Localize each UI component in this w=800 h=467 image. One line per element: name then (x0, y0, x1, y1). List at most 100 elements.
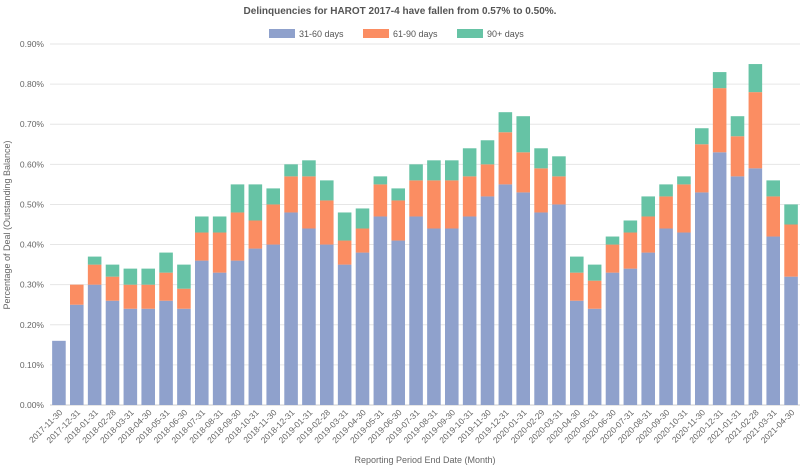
bar-90-days (284, 164, 298, 177)
bar-90-days (552, 156, 566, 177)
bar-90-days (623, 220, 638, 233)
bar-90-days (230, 184, 245, 213)
bar-31-60-days (87, 284, 102, 405)
bar-31-60-days (284, 212, 298, 405)
bar-31-60-days (748, 168, 763, 405)
bar-90-days (445, 160, 459, 181)
bar-90-days (320, 180, 334, 201)
legend-label: 61-90 days (393, 29, 438, 39)
bar-61-90-days (623, 232, 638, 269)
bar-90-days (212, 216, 227, 233)
y-tick-label: 0.00% (20, 400, 45, 410)
bar-31-60-days (177, 308, 191, 405)
bar-61-90-days (570, 272, 584, 301)
bar-90-days (480, 140, 495, 165)
y-tick-label: 0.90% (20, 39, 45, 49)
bar-90-days (177, 264, 191, 289)
bar-31-60-days (212, 272, 227, 405)
bar-61-90-days (445, 180, 459, 229)
bar-61-90-days (123, 284, 138, 309)
bar-31-60-days (302, 228, 316, 405)
y-tick-label: 0.80% (20, 79, 45, 89)
bar-61-90-days (141, 284, 155, 309)
bar-61-90-days (284, 176, 298, 213)
bar-90-days (159, 252, 173, 273)
bar-31-60-days (159, 300, 173, 405)
bar-61-90-days (534, 168, 548, 213)
y-tick-label: 0.30% (20, 280, 45, 290)
bar-90-days (748, 64, 763, 93)
bar-90-days (570, 256, 584, 273)
bar-90-days (302, 160, 316, 177)
bar-31-60-days (427, 228, 441, 405)
bar-90-days (712, 72, 727, 89)
bar-31-60-days (766, 236, 780, 405)
bar-31-60-days (784, 276, 798, 405)
bar-31-60-days (587, 308, 602, 405)
bar-31-60-days (195, 260, 209, 405)
bar-31-60-days (445, 228, 459, 405)
bar-61-90-days (320, 200, 334, 245)
bar-61-90-days (337, 240, 352, 265)
bar-90-days (87, 256, 102, 265)
bar-31-60-days (641, 252, 655, 405)
bar-90-days (516, 116, 530, 153)
y-tick-label: 0.50% (20, 199, 45, 209)
bar-90-days (248, 184, 263, 221)
bar-61-90-days (784, 224, 798, 277)
bar-61-90-days (766, 196, 780, 237)
bar-31-60-days (570, 300, 584, 405)
bar-31-60-days (480, 196, 495, 405)
bar-90-days (195, 216, 209, 233)
bar-90-days (105, 264, 120, 277)
bar-90-days (498, 112, 513, 133)
bar-90-days (605, 236, 620, 245)
bar-61-90-days (409, 180, 423, 217)
bar-31-60-days (695, 192, 709, 405)
bar-31-60-days (534, 212, 548, 405)
bar-31-60-days (105, 300, 120, 405)
bar-90-days (730, 116, 745, 137)
bar-31-60-days (337, 264, 352, 405)
bars-layer (52, 64, 798, 405)
bar-90-days (141, 268, 155, 285)
bar-90-days (427, 160, 441, 181)
bar-90-days (462, 148, 477, 177)
bar-61-90-days (587, 280, 602, 309)
legend-label: 90+ days (487, 29, 524, 39)
bar-61-90-days (641, 216, 655, 253)
bar-90-days (373, 176, 388, 185)
bar-31-60-days (623, 268, 638, 405)
bar-90-days (355, 208, 370, 229)
bar-31-60-days (462, 216, 477, 405)
bar-90-days (659, 184, 673, 197)
bar-61-90-days (730, 136, 745, 177)
bar-61-90-days (159, 272, 173, 301)
bar-61-90-days (212, 232, 227, 273)
bar-61-90-days (230, 212, 245, 261)
bar-90-days (266, 188, 280, 205)
bar-90-days (337, 212, 352, 241)
bar-61-90-days (498, 132, 513, 185)
bar-31-60-days (141, 308, 155, 405)
x-axis-title: Reporting Period End Date (Month) (354, 455, 495, 465)
bar-31-60-days (373, 216, 388, 405)
bar-61-90-days (516, 152, 530, 193)
bar-61-90-days (552, 176, 566, 205)
bar-90-days (677, 176, 691, 185)
bar-90-days (641, 196, 655, 217)
legend-swatch (457, 29, 483, 38)
bar-61-90-days (195, 232, 209, 261)
y-tick-label: 0.20% (20, 320, 45, 330)
bar-31-60-days (605, 272, 620, 405)
bar-31-60-days (123, 308, 138, 405)
bar-61-90-days (302, 176, 316, 229)
chart-title: Delinquencies for HAROT 2017-4 have fall… (244, 6, 557, 17)
legend-swatch (363, 29, 389, 38)
bar-90-days (123, 268, 138, 285)
bar-31-60-days (712, 152, 727, 405)
bar-61-90-days (87, 264, 102, 285)
bar-90-days (695, 128, 709, 145)
bar-31-60-days (677, 232, 691, 405)
